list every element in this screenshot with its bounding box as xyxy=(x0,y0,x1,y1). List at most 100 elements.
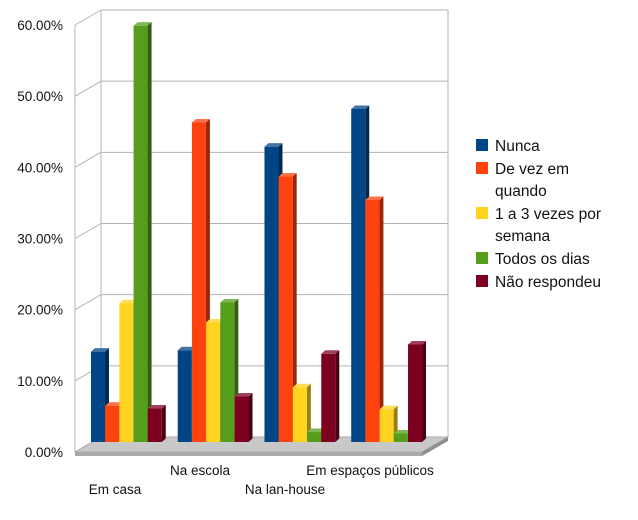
bar-top xyxy=(351,105,370,109)
bar xyxy=(365,196,384,442)
bars-layer xyxy=(90,22,427,443)
bar-top xyxy=(133,22,152,26)
gridline-side xyxy=(74,151,102,168)
y-tick-label: 0.00% xyxy=(25,445,63,460)
y-tick-label: 40.00% xyxy=(17,160,63,175)
bar-side xyxy=(306,383,311,442)
bar-top xyxy=(365,196,384,201)
bar-top xyxy=(379,405,398,410)
bar-front xyxy=(206,322,221,442)
bar-front xyxy=(393,433,408,442)
grid-layer xyxy=(73,9,450,456)
bar-front xyxy=(147,408,162,442)
legend-label-line: 1 a 3 vezes por xyxy=(495,206,601,223)
y-tick-label: 50.00% xyxy=(17,89,63,104)
bar-top xyxy=(119,299,138,304)
legend-label-line: quando xyxy=(495,183,547,200)
legend-item: Nunca xyxy=(476,138,540,155)
legend-label-line: De vez em xyxy=(495,161,569,178)
bar-front xyxy=(105,405,120,442)
legend-swatch xyxy=(476,139,488,151)
bar-top xyxy=(191,118,210,123)
bar-front xyxy=(278,176,293,442)
x-category-label: Em casa xyxy=(89,482,142,497)
bar xyxy=(278,173,297,442)
bar-front xyxy=(408,344,423,442)
legend-label: 1 a 3 vezes por semana xyxy=(495,206,601,245)
gridline-side xyxy=(74,223,102,239)
bar xyxy=(147,405,166,442)
y-tick-label: 20.00% xyxy=(17,303,63,318)
legend-item: 1 a 3 vezes por semana xyxy=(476,206,601,245)
bar-side xyxy=(292,173,297,442)
bar-side xyxy=(379,196,384,442)
legend-item: Todos os dias xyxy=(476,251,590,268)
gridline-side xyxy=(74,294,102,311)
bar xyxy=(234,392,253,442)
bar-top xyxy=(90,348,109,352)
legend-label-line: semana xyxy=(495,228,551,245)
bar-side xyxy=(335,350,340,442)
x-category-label: Na lan-house xyxy=(245,482,325,497)
bar-side xyxy=(422,341,427,442)
legend-swatch xyxy=(476,275,488,287)
bar xyxy=(408,341,427,442)
y-tick-label: 30.00% xyxy=(17,232,63,247)
gridline-side xyxy=(74,9,102,26)
legend-label: Nunca xyxy=(495,138,540,155)
bar-front xyxy=(220,302,235,442)
bar-front xyxy=(191,122,206,442)
bar-front xyxy=(133,25,148,443)
bar-front xyxy=(119,303,134,442)
legend-label: De vez em quando xyxy=(495,161,569,200)
chart-floor-edge xyxy=(75,452,422,456)
bar-side xyxy=(248,392,253,442)
y-tick-label: 60.00% xyxy=(17,18,63,33)
y-tick-label: 10.00% xyxy=(17,374,63,389)
bar-top xyxy=(264,143,283,147)
bar-top xyxy=(105,402,124,406)
legend-label: Todos os dias xyxy=(495,251,590,268)
bar-front xyxy=(234,396,249,442)
bar-top xyxy=(234,392,253,397)
bar-front xyxy=(307,432,322,442)
bar-front xyxy=(177,350,192,442)
bar-top xyxy=(393,429,412,434)
bar-top xyxy=(321,350,340,354)
bar-side xyxy=(147,22,152,443)
chart-floor-side xyxy=(422,437,448,456)
bar-top xyxy=(307,428,326,433)
x-category-label: Em espaços públicos xyxy=(306,463,434,478)
bar-front xyxy=(321,353,336,442)
bar-top xyxy=(220,299,239,303)
bar xyxy=(292,383,311,442)
labels-layer: 0.00% 10.00% 20.00% 30.00% 40.00% 50.00% 60.00… xyxy=(17,18,434,497)
legend-swatch xyxy=(476,207,488,219)
legend-item: Não respondeu xyxy=(476,274,601,291)
x-category-label: Na escola xyxy=(170,463,231,478)
legend-label-line: Nunca xyxy=(495,138,540,155)
bar xyxy=(133,22,152,443)
bar-top xyxy=(278,173,297,177)
bar-side xyxy=(161,405,166,442)
legend-swatch xyxy=(476,252,488,264)
gridline-side xyxy=(74,80,102,97)
bar-top xyxy=(147,405,166,409)
legend-label-line: Não respondeu xyxy=(495,274,601,291)
bar-top xyxy=(206,318,225,323)
legend-label: Não respondeu xyxy=(495,274,601,291)
legend-item: De vez em quando xyxy=(476,161,569,200)
bar-top xyxy=(408,341,427,345)
bar-front xyxy=(90,351,105,442)
legend: Nunca De vez em quando 1 a 3 vezes por seman… xyxy=(476,138,601,291)
bar-top xyxy=(292,383,311,388)
bar-front xyxy=(292,387,307,442)
bar-front xyxy=(351,108,366,442)
legend-swatch xyxy=(476,162,488,174)
bar-top xyxy=(177,346,196,351)
legend-label-line: Todos os dias xyxy=(495,251,590,268)
bar xyxy=(321,350,340,442)
bar-front xyxy=(379,409,394,442)
bar-front xyxy=(365,200,380,442)
